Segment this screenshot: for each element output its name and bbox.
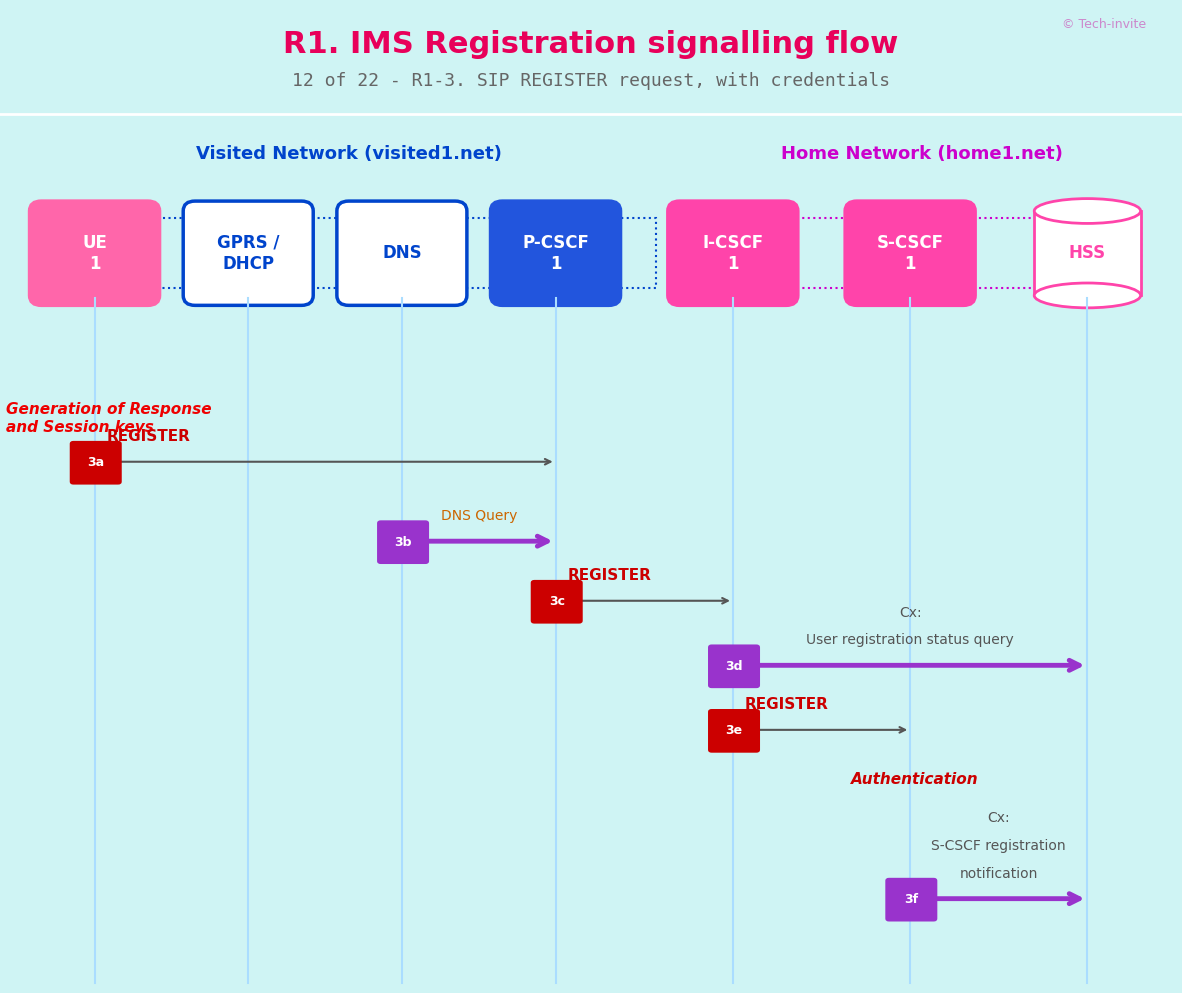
Text: © Tech-invite: © Tech-invite bbox=[1063, 18, 1147, 32]
Text: 3a: 3a bbox=[87, 456, 104, 470]
FancyBboxPatch shape bbox=[708, 709, 760, 753]
Text: 12 of 22 - R1-3. SIP REGISTER request, with credentials: 12 of 22 - R1-3. SIP REGISTER request, w… bbox=[292, 72, 890, 90]
Text: REGISTER: REGISTER bbox=[567, 568, 651, 583]
Bar bbox=[703, 218, 1141, 288]
Text: 3b: 3b bbox=[395, 535, 411, 549]
FancyBboxPatch shape bbox=[70, 441, 122, 485]
Bar bbox=[1034, 212, 1141, 296]
Text: S-CSCF registration: S-CSCF registration bbox=[931, 839, 1066, 853]
Ellipse shape bbox=[1034, 283, 1141, 308]
Text: 3e: 3e bbox=[726, 724, 742, 738]
Text: GPRS /
DHCP: GPRS / DHCP bbox=[217, 233, 279, 273]
Text: 3d: 3d bbox=[726, 659, 742, 673]
Text: REGISTER: REGISTER bbox=[745, 697, 829, 712]
Text: REGISTER: REGISTER bbox=[106, 429, 190, 444]
Text: I-CSCF
1: I-CSCF 1 bbox=[702, 233, 764, 273]
Text: DNS: DNS bbox=[382, 244, 422, 262]
Text: Home Network (home1.net): Home Network (home1.net) bbox=[781, 145, 1063, 163]
FancyBboxPatch shape bbox=[30, 201, 160, 306]
Text: notification: notification bbox=[960, 867, 1038, 881]
Bar bbox=[41, 218, 656, 288]
FancyBboxPatch shape bbox=[708, 644, 760, 688]
Text: DNS Query: DNS Query bbox=[441, 509, 517, 523]
FancyBboxPatch shape bbox=[885, 878, 937, 922]
FancyBboxPatch shape bbox=[491, 201, 621, 306]
FancyBboxPatch shape bbox=[337, 201, 467, 306]
Text: Cx:: Cx: bbox=[898, 606, 922, 620]
FancyBboxPatch shape bbox=[668, 201, 798, 306]
FancyBboxPatch shape bbox=[531, 580, 583, 624]
Text: UE
1: UE 1 bbox=[82, 233, 108, 273]
Text: Authentication: Authentication bbox=[851, 772, 979, 787]
FancyBboxPatch shape bbox=[845, 201, 975, 306]
FancyBboxPatch shape bbox=[183, 201, 313, 306]
FancyBboxPatch shape bbox=[377, 520, 429, 564]
Text: HSS: HSS bbox=[1069, 244, 1106, 262]
Text: R1. IMS Registration signalling flow: R1. IMS Registration signalling flow bbox=[284, 30, 898, 60]
Text: P-CSCF
1: P-CSCF 1 bbox=[522, 233, 589, 273]
Text: Generation of Response
and Session keys: Generation of Response and Session keys bbox=[6, 402, 212, 435]
Text: 3f: 3f bbox=[904, 893, 918, 907]
Text: 3c: 3c bbox=[548, 595, 565, 609]
Text: User registration status query: User registration status query bbox=[806, 634, 1014, 647]
Ellipse shape bbox=[1034, 199, 1141, 223]
Text: S-CSCF
1: S-CSCF 1 bbox=[877, 233, 943, 273]
Text: Cx:: Cx: bbox=[987, 811, 1011, 825]
Text: Visited Network (visited1.net): Visited Network (visited1.net) bbox=[196, 145, 501, 163]
